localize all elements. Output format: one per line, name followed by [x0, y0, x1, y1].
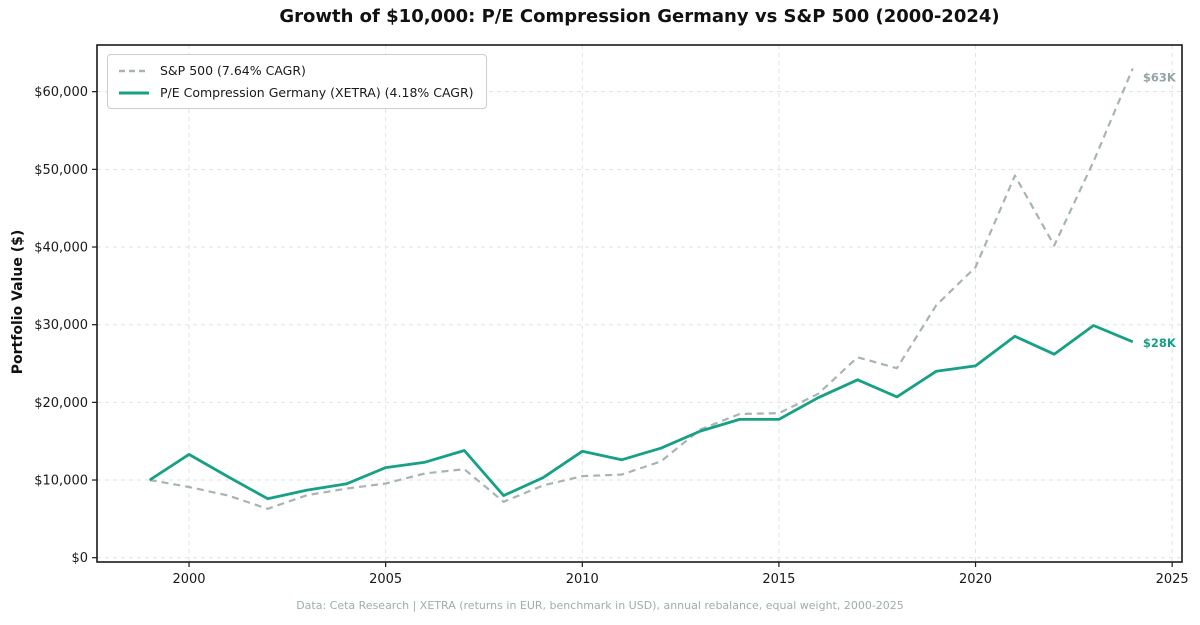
- y-tick-label: $0: [71, 551, 88, 566]
- x-tick-label: 2025: [1156, 572, 1189, 587]
- x-tick-label: 2015: [762, 572, 795, 587]
- legend-item-sp500: S&P 500 (7.64% CAGR): [118, 61, 474, 80]
- legend-item-germany: P/E Compression Germany (XETRA) (4.18% C…: [118, 83, 474, 102]
- series-line-germany: [148, 324, 1134, 501]
- series-line-sp500: [149, 67, 1134, 510]
- y-tick-label: $40,000: [34, 241, 88, 256]
- x-tick-label: 2000: [172, 572, 205, 587]
- y-tick-label: $30,000: [34, 318, 88, 333]
- data-source-note: Data: Ceta Research | XETRA (returns in …: [296, 599, 904, 612]
- x-tick-label: 2020: [959, 572, 992, 587]
- chart-title: Growth of $10,000: P/E Compression Germa…: [279, 6, 1000, 27]
- legend-swatch-sp500: [119, 69, 149, 72]
- x-tick-label: 2005: [369, 572, 402, 587]
- y-tick-label: $60,000: [34, 85, 88, 100]
- y-tick-label: $10,000: [34, 474, 88, 489]
- y-tick-label: $20,000: [34, 396, 88, 411]
- endpoint-label-germany: $28K: [1143, 336, 1177, 350]
- y-tick-label: $50,000: [34, 163, 88, 178]
- legend-label-sp500: S&P 500 (7.64% CAGR): [160, 63, 306, 78]
- axes-frame: [96, 44, 1183, 563]
- legend: S&P 500 (7.64% CAGR) P/E Compression Germ…: [107, 54, 487, 109]
- legend-label-germany: P/E Compression Germany (XETRA) (4.18% C…: [160, 85, 474, 100]
- endpoint-label-sp500: $63K: [1143, 70, 1177, 84]
- x-tick-label: 2010: [566, 572, 599, 587]
- legend-swatch-germany: [119, 91, 149, 94]
